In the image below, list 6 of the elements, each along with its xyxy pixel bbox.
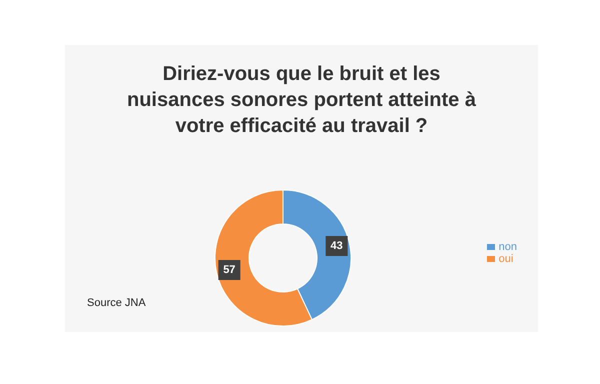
data-label: 43 [330, 240, 343, 252]
source-note: Source JNA [87, 297, 146, 309]
legend-label: oui [498, 253, 514, 265]
chart-title: Diriez-vous que le bruit et les nuisances sonores portent atteinte à votre efficacité au travail ? [126, 62, 476, 139]
data-label: 57 [223, 264, 236, 276]
legend-label: non [498, 241, 517, 253]
